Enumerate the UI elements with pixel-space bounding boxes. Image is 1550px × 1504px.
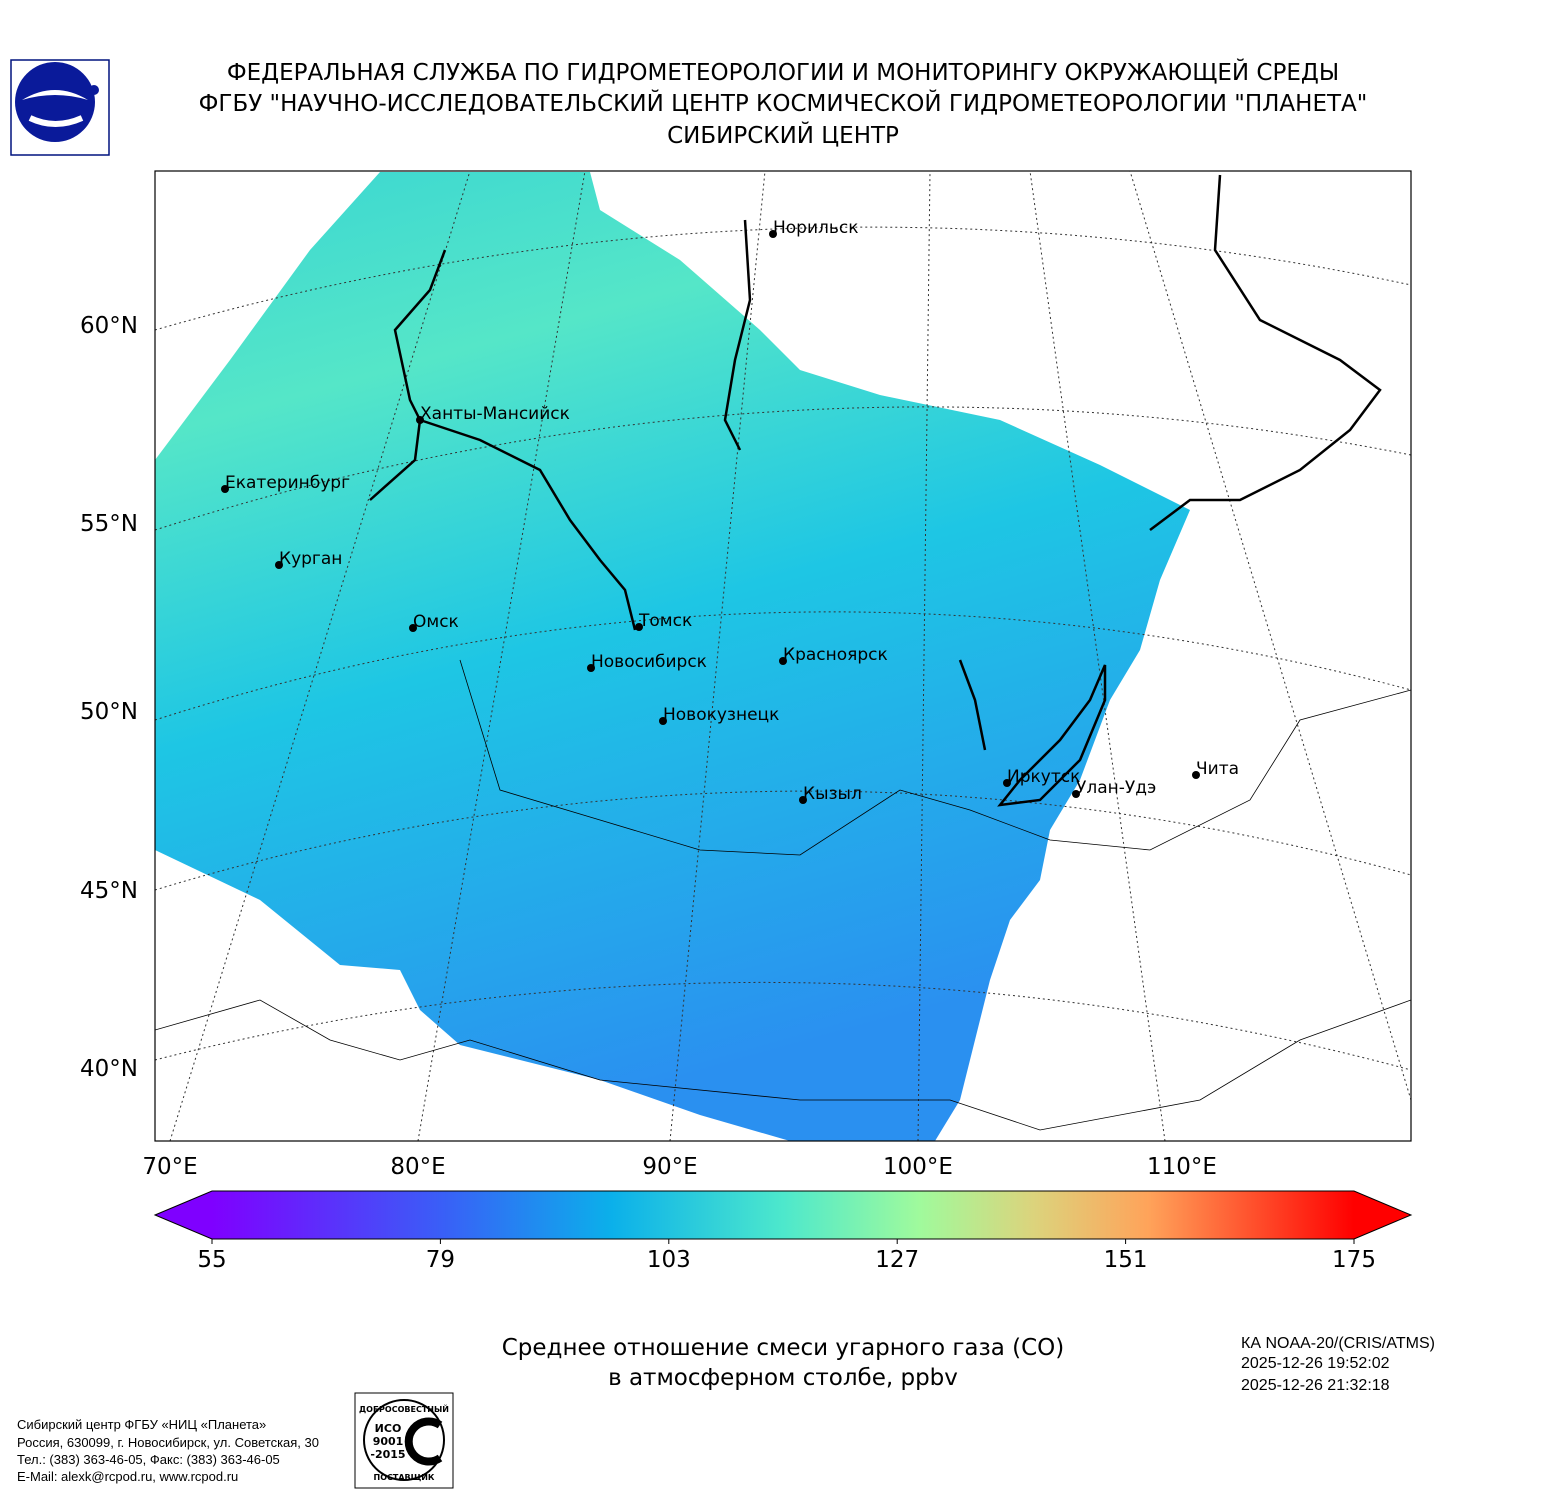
rivers: [369, 174, 1382, 807]
city-label: Ханты-Мансийск: [420, 404, 570, 424]
city-marker: [275, 561, 283, 569]
city-label: Новокузнецк: [663, 705, 779, 725]
lat-label: 45°N: [80, 878, 138, 904]
colorbar-min-arrow: [155, 1191, 212, 1239]
footer-line: Тел.: (383) 363-46-05, Факс: (383) 363-4…: [17, 1452, 280, 1467]
data-swath: [155, 172, 1190, 1141]
colorbar-tick-label: 103: [647, 1247, 691, 1273]
colorbar-tick-label: 151: [1104, 1247, 1148, 1273]
iso-stamp: ДОБРОСОВЕСТНЫЙ ИСО 9001 -2015 ПОСТАВЩИК: [354, 1392, 454, 1489]
city-marker: [409, 624, 417, 632]
city-label: Курган: [279, 549, 342, 569]
lon-label: 110°E: [1147, 1154, 1217, 1180]
city-marker: [1072, 790, 1080, 798]
colorbar-tick-label: 79: [426, 1247, 455, 1273]
footer-line: Сибирский центр ФГБУ «НИЦ «Планета»: [17, 1417, 266, 1432]
map-frame: [154, 170, 1412, 1142]
borders: [155, 659, 1411, 1131]
lon-label: 100°E: [883, 1154, 953, 1180]
lon-label: 80°E: [390, 1154, 445, 1180]
caption: Среднее отношение смеси угарного газа (C…: [502, 1335, 1065, 1361]
satellite-info: 2025-12-26 21:32:18: [1241, 1377, 1390, 1394]
city-label: Омск: [413, 612, 459, 632]
lon-label: 90°E: [642, 1154, 697, 1180]
stamp-text: ДОБРОСОВЕСТНЫЙ: [359, 1403, 449, 1414]
colorbar: [212, 1191, 1354, 1239]
footer-line: Россия, 630099, г. Новосибирск, ул. Сове…: [17, 1435, 319, 1450]
footer-line: E-Mail: alexk@rcpod.ru, www.rcpod.ru: [17, 1469, 238, 1484]
city-label: Новосибирск: [591, 652, 707, 672]
graticule: [155, 171, 1411, 1141]
city-marker: [799, 796, 807, 804]
lat-label: 55°N: [80, 511, 138, 537]
header-line: ФЕДЕРАЛЬНАЯ СЛУЖБА ПО ГИДРОМЕТЕОРОЛОГИИ …: [227, 58, 1339, 86]
stamp-text: 9001: [373, 1435, 404, 1448]
colorbar-tick-label: 55: [197, 1247, 226, 1273]
city-marker: [635, 623, 643, 631]
city-marker: [587, 664, 595, 672]
city-label: Норильск: [773, 218, 859, 238]
satellite-info: 2025-12-26 19:52:02: [1241, 1355, 1390, 1372]
city-label: Иркутск: [1007, 767, 1080, 787]
caption: в атмосферном столбе, ppbv: [608, 1365, 958, 1391]
satellite-info: КА NOAA-20/(CRIS/ATMS): [1241, 1335, 1435, 1352]
lat-label: 60°N: [80, 313, 138, 339]
city-marker: [779, 657, 787, 665]
city-marker: [416, 416, 424, 424]
city-marker: [769, 230, 777, 238]
city-marker: [1192, 771, 1200, 779]
lon-label: 70°E: [142, 1154, 197, 1180]
city-label: Екатеринбург: [225, 473, 350, 493]
lat-label: 40°N: [80, 1056, 138, 1082]
stamp-text: -2015: [370, 1448, 405, 1461]
lat-label: 50°N: [80, 699, 138, 725]
map-area: [155, 171, 1411, 1141]
city-marker: [1003, 779, 1011, 787]
stamp-text: ИСО: [375, 1422, 402, 1435]
city-marker: [221, 485, 229, 493]
city-label: Красноярск: [783, 645, 888, 665]
city-label: Кызыл: [803, 784, 862, 804]
city-label: Томск: [638, 611, 692, 631]
logo: [10, 59, 110, 156]
header-line: ФГБУ "НАУЧНО-ИССЛЕДОВАТЕЛЬСКИЙ ЦЕНТР КОС…: [199, 89, 1368, 117]
city-label: Чита: [1196, 759, 1239, 779]
colorbar-tick-label: 127: [875, 1247, 919, 1273]
city-marker: [659, 717, 667, 725]
city-label: Улан-Удэ: [1076, 778, 1156, 798]
colorbar-tick-label: 175: [1332, 1247, 1376, 1273]
colorbar-max-arrow: [1354, 1191, 1411, 1239]
header-line: СИБИРСКИЙ ЦЕНТР: [667, 121, 899, 149]
stamp-text: ПОСТАВЩИК: [374, 1473, 435, 1482]
